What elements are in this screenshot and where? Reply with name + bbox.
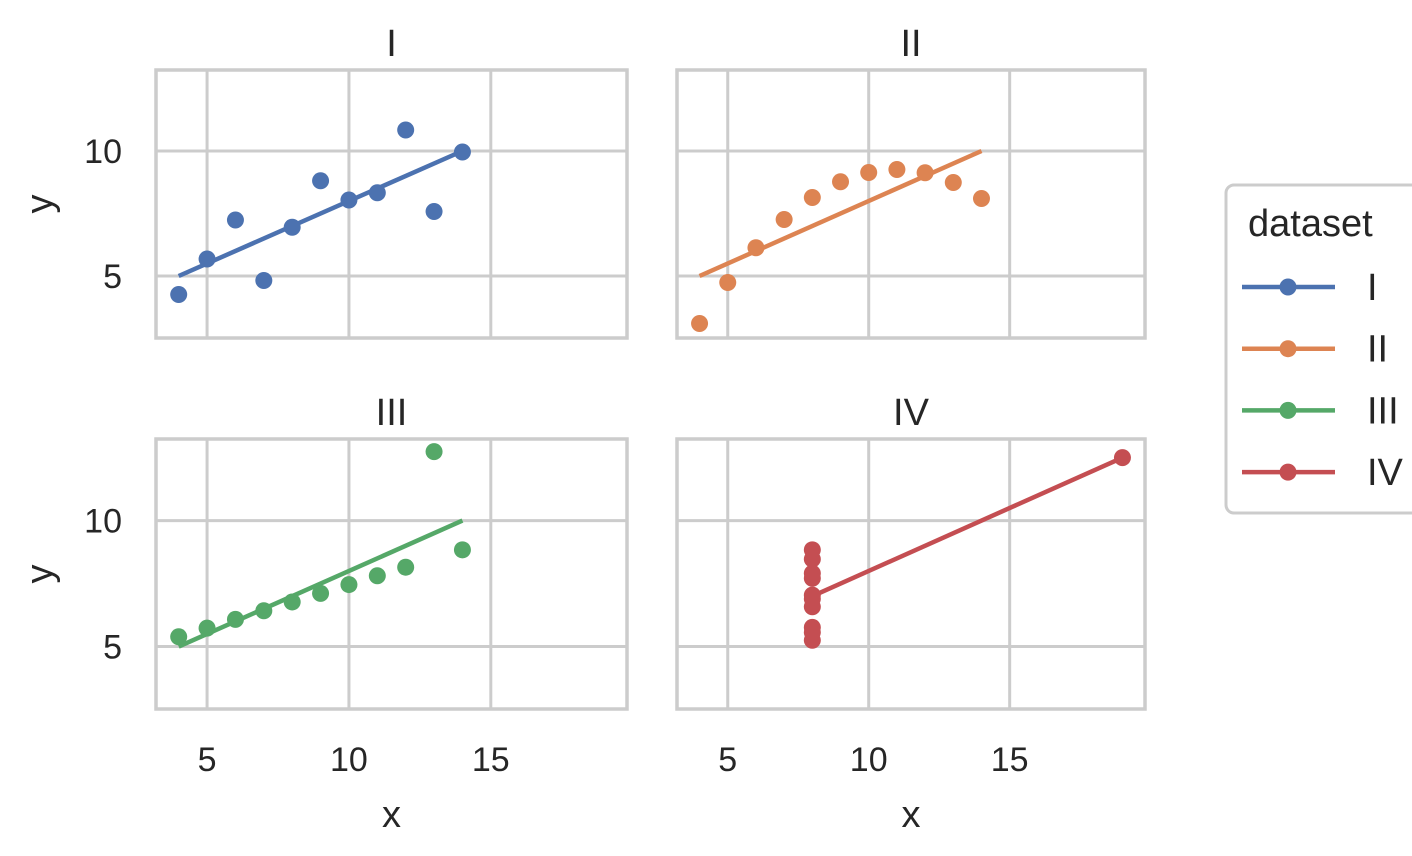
- legend-marker: [1279, 401, 1297, 419]
- data-point: [255, 602, 273, 620]
- x-tick-label: 15: [991, 741, 1029, 779]
- data-point: [340, 191, 358, 209]
- legend-marker: [1279, 463, 1297, 481]
- x-axis-label: x: [902, 794, 921, 836]
- data-point: [226, 610, 244, 628]
- data-point: [425, 443, 443, 461]
- panel-title: III: [376, 392, 408, 434]
- data-point: [397, 121, 415, 139]
- data-point: [916, 164, 934, 182]
- y-axis-label: y: [19, 565, 61, 584]
- y-tick-label: 10: [84, 503, 122, 541]
- x-tick-label: 5: [198, 741, 217, 779]
- data-point: [198, 250, 216, 268]
- data-point: [803, 623, 821, 641]
- data-point: [425, 203, 443, 220]
- x-tick-label: 10: [850, 741, 888, 779]
- y-tick-label: 5: [103, 629, 122, 667]
- data-point: [283, 593, 301, 611]
- x-tick-label: 5: [718, 741, 737, 779]
- data-point: [397, 558, 415, 576]
- data-point: [226, 211, 244, 229]
- regression-line: [177, 148, 464, 279]
- data-point: [368, 567, 386, 585]
- data-point: [944, 174, 962, 191]
- legend-label: II: [1367, 329, 1388, 371]
- data-point: [972, 190, 990, 207]
- panel-frame: [675, 68, 1147, 340]
- data-point: [803, 590, 821, 608]
- legend-label: III: [1367, 390, 1399, 432]
- data-point: [255, 272, 273, 289]
- data-point: [312, 172, 330, 190]
- data-point: [198, 619, 216, 637]
- panel-frame: [154, 437, 629, 711]
- y-tick-label: 5: [103, 258, 122, 296]
- data-point: [170, 628, 188, 646]
- legend-marker: [1279, 340, 1297, 358]
- data-point: [888, 161, 906, 178]
- regression-line: [698, 148, 983, 279]
- data-point: [1113, 449, 1131, 467]
- data-point: [453, 143, 471, 161]
- data-point: [803, 189, 821, 206]
- panel-title: I: [386, 23, 397, 65]
- legend-label: I: [1367, 267, 1378, 309]
- data-point: [832, 173, 850, 191]
- panel-title: IV: [893, 392, 930, 434]
- data-point: [803, 550, 821, 568]
- y-tick-label: 10: [84, 133, 122, 171]
- data-point: [860, 164, 878, 181]
- data-point: [312, 584, 330, 602]
- data-point: [719, 274, 737, 291]
- data-point: [170, 286, 188, 303]
- data-point: [283, 218, 301, 236]
- x-tick-label: 10: [330, 741, 368, 779]
- legend-marker: [1279, 278, 1297, 296]
- panel-frame: [154, 68, 629, 340]
- data-point: [453, 541, 471, 559]
- panel-title: II: [900, 23, 921, 65]
- data-point: [803, 564, 821, 582]
- legend-label: IV: [1367, 452, 1404, 494]
- y-axis-label: y: [19, 195, 61, 214]
- data-point: [340, 576, 358, 594]
- data-point: [691, 315, 709, 332]
- panel-frame: [675, 437, 1147, 711]
- data-point: [775, 211, 793, 228]
- data-point: [747, 239, 765, 257]
- x-axis-label: x: [382, 794, 401, 836]
- data-point: [368, 184, 386, 202]
- x-tick-label: 15: [472, 741, 510, 779]
- regression-line: [811, 455, 1124, 599]
- legend-title: dataset: [1248, 203, 1373, 245]
- regression-line: [177, 518, 464, 649]
